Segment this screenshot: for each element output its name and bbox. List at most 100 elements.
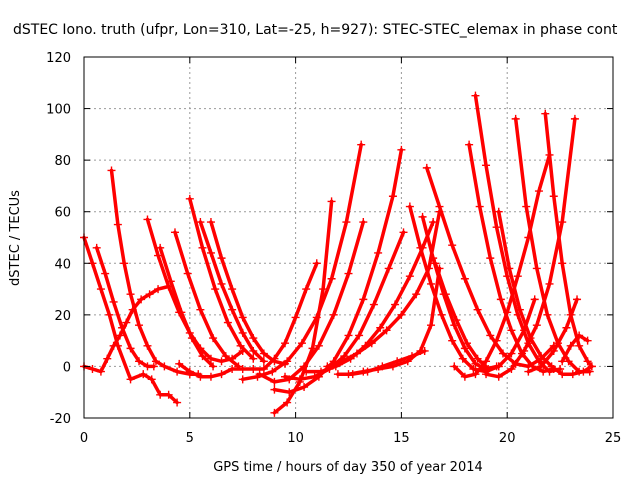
data-point <box>547 362 556 371</box>
data-point <box>281 372 290 381</box>
data-point <box>291 313 300 322</box>
series-13 <box>270 197 336 417</box>
data-point <box>270 385 279 394</box>
data-point <box>566 341 575 350</box>
data-point <box>281 339 290 348</box>
data-point <box>492 223 501 232</box>
data-point <box>473 305 482 314</box>
data-point <box>549 346 558 355</box>
y-tick-label: 80 <box>54 154 71 169</box>
series-trace <box>304 220 435 374</box>
data-point <box>198 243 207 252</box>
data-point <box>143 341 152 350</box>
data-point <box>357 140 366 149</box>
data-point <box>319 285 328 294</box>
x-tick-label: 5 <box>186 431 194 446</box>
data-point <box>259 349 268 358</box>
data-point <box>412 290 421 299</box>
data-point <box>270 377 279 386</box>
data-point <box>524 233 533 242</box>
data-point <box>109 297 118 306</box>
data-point <box>568 370 577 379</box>
data-point <box>471 370 480 379</box>
data-point <box>154 251 163 260</box>
data-point <box>494 362 503 371</box>
data-point <box>249 334 258 343</box>
data-point <box>507 365 516 374</box>
data-point <box>185 367 194 376</box>
series-trace <box>188 197 256 361</box>
data-point <box>530 295 539 304</box>
series-15 <box>270 145 406 397</box>
data-point <box>482 357 491 366</box>
data-point <box>558 370 567 379</box>
data-point <box>196 305 205 314</box>
data-point <box>384 264 393 273</box>
data-point <box>511 114 520 123</box>
data-point <box>450 362 459 371</box>
x-tick-label: 0 <box>80 431 88 446</box>
data-point <box>302 367 311 376</box>
data-point <box>338 357 347 366</box>
series-29 <box>541 109 596 371</box>
series-trace <box>94 246 156 369</box>
data-point <box>283 398 292 407</box>
data-point <box>103 354 112 363</box>
data-point <box>101 269 110 278</box>
data-point <box>558 218 567 227</box>
data-point <box>388 362 397 371</box>
data-point <box>206 218 215 227</box>
data-point <box>147 375 156 384</box>
data-point <box>435 202 444 211</box>
data-point <box>228 305 237 314</box>
data-point <box>416 346 425 355</box>
data-point <box>221 352 230 361</box>
data-point <box>344 370 353 379</box>
data-point <box>126 375 135 384</box>
data-point <box>312 259 321 268</box>
x-tick-label: 15 <box>393 431 410 446</box>
data-point <box>460 372 469 381</box>
data-point <box>494 372 503 381</box>
data-point <box>109 341 118 350</box>
data-point <box>206 372 215 381</box>
y-axis-label: dSTEC / TECUs <box>8 190 23 286</box>
data-point <box>156 243 165 252</box>
x-tick-label: 20 <box>499 431 516 446</box>
data-point <box>534 187 543 196</box>
series-trace <box>272 148 404 394</box>
data-point <box>238 375 247 384</box>
data-point <box>96 285 105 294</box>
y-tick-label: 0 <box>63 360 71 375</box>
data-point <box>211 285 220 294</box>
data-point <box>285 388 294 397</box>
series-33 <box>558 331 592 366</box>
data-point <box>448 241 457 250</box>
data-point <box>482 161 491 170</box>
data-point <box>327 197 336 206</box>
data-point <box>126 290 135 299</box>
data-point <box>314 341 323 350</box>
series-6 <box>156 243 218 371</box>
data-point <box>367 339 376 348</box>
data-point <box>249 354 258 363</box>
data-point <box>352 349 361 358</box>
series-3 <box>92 243 158 371</box>
series-32 <box>524 295 582 376</box>
data-point <box>196 372 205 381</box>
series-trace <box>109 168 201 376</box>
data-point <box>228 365 237 374</box>
data-point <box>268 367 277 376</box>
data-point <box>238 365 247 374</box>
y-tick-label: 120 <box>46 51 71 66</box>
data-point <box>122 318 131 327</box>
data-point <box>283 357 292 366</box>
data-point <box>164 390 173 399</box>
data-point <box>382 326 391 335</box>
data-point <box>156 390 165 399</box>
series-trace <box>452 153 552 379</box>
data-point <box>513 272 522 281</box>
data-point <box>238 313 247 322</box>
data-point <box>118 323 127 332</box>
data-point <box>310 372 319 381</box>
